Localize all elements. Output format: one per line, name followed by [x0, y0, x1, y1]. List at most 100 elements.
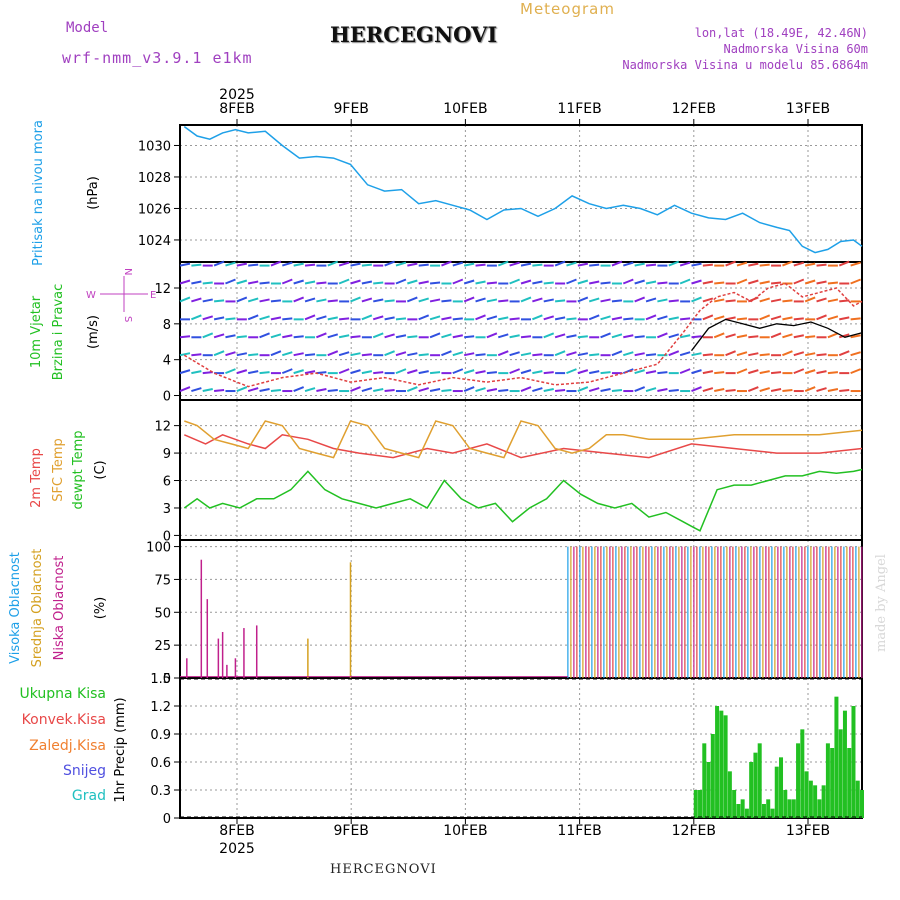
wind-arrow: [339, 317, 350, 321]
wind-arrow: [407, 335, 418, 339]
wind-arrow: [850, 351, 861, 357]
wind-arrow: [748, 352, 759, 357]
wind-arrow: [384, 350, 395, 357]
wind-arrow: [247, 387, 259, 392]
wind-arrow: [247, 314, 259, 321]
wind-arrow: [713, 315, 725, 321]
wind-arrow: [373, 281, 384, 285]
wind-arrow: [816, 280, 827, 285]
precip-bar: [727, 771, 732, 818]
wind-arrow: [714, 281, 725, 285]
wind-arrow: [350, 369, 361, 375]
wind-arrow: [236, 262, 248, 267]
wind-arrow: [577, 369, 589, 375]
wind-arrow: [418, 297, 429, 303]
wind-arrow: [838, 333, 850, 339]
wind-arrow: [827, 371, 838, 375]
wind-arrow: [793, 261, 805, 267]
wind-arrow: [475, 263, 486, 267]
wind-arrow: [645, 370, 657, 375]
wind-arrow: [679, 261, 691, 267]
wind-arrow: [645, 263, 657, 267]
wind-arrow: [600, 371, 611, 375]
wind-direction-line: [690, 318, 863, 352]
wind-arrow: [804, 262, 816, 267]
precip-bar: [740, 799, 745, 818]
wind-arrow: [361, 280, 373, 285]
wind-arrow: [748, 335, 759, 339]
y-tick-label: 8: [163, 318, 171, 333]
wind-arrow: [350, 386, 361, 392]
y-tick-label: 1.5: [150, 672, 171, 687]
precip-bar: [825, 743, 830, 818]
year-label-bottom: 2025: [219, 841, 255, 857]
x-day-label-bottom: 10FEB: [443, 823, 487, 839]
wind-arrow: [622, 278, 634, 285]
wind-arrow: [623, 317, 634, 321]
wind-arrow: [816, 387, 827, 392]
wind-arrow: [566, 334, 577, 339]
wind-arrow: [259, 281, 270, 285]
wind-arrow: [770, 315, 782, 321]
precip-ylabel: 1hr Precip (mm): [113, 697, 128, 802]
wind-arrow: [782, 389, 793, 393]
precip-bar: [702, 743, 707, 818]
precip-bar: [693, 790, 698, 818]
wind-arrow: [577, 386, 589, 392]
wind-arrow: [770, 281, 782, 285]
wind-arrow: [407, 352, 418, 357]
precip-bar: [779, 757, 784, 818]
wind-arrow: [554, 350, 566, 357]
temp-line-2: [183, 468, 863, 532]
wind-arrow: [679, 351, 691, 357]
precip-bar: [838, 729, 843, 818]
wind-arrow: [214, 299, 225, 303]
wind-arrow: [634, 335, 645, 339]
wind-arrow: [566, 317, 577, 321]
wind-arrow: [555, 389, 566, 393]
wind-arrow: [316, 332, 327, 339]
precip-bar: [761, 804, 766, 818]
high-cloud-label: Visoka Oblacnost: [8, 552, 23, 664]
precip-bar: [749, 762, 754, 818]
wind-arrow: [361, 387, 373, 392]
wind-arrow: [225, 278, 236, 285]
wind-arrow: [668, 389, 679, 393]
wind-arrow: [782, 350, 793, 357]
compass-e: E: [150, 290, 156, 301]
y-tick-label: 9: [163, 447, 171, 462]
wind-arrow: [452, 351, 464, 357]
wind-arrow: [589, 370, 600, 375]
wind-arrow: [304, 297, 316, 303]
wind-arrow: [588, 314, 600, 321]
wind-arrow: [657, 332, 668, 339]
wind-arrow: [634, 386, 646, 392]
wind-arrow: [429, 281, 441, 285]
wind-arrow: [520, 262, 532, 267]
wind-arrow: [600, 298, 611, 303]
wind-arrow: [554, 333, 566, 339]
precip-bar: [834, 696, 839, 818]
wind-arrow: [441, 299, 452, 303]
temp2m-label: 2m Temp: [29, 448, 44, 508]
wind-arrow: [747, 386, 759, 392]
wind-arrow: [225, 351, 236, 357]
wind-arrow: [543, 315, 555, 321]
wind-arrow: [179, 386, 191, 392]
wind-arrow: [702, 297, 714, 303]
wind-arrow: [247, 297, 259, 303]
precip-bar: [821, 785, 826, 818]
pressure-panel: 1024 1026 1028 1030: [138, 124, 863, 263]
wind-arrow: [463, 386, 475, 392]
wind-arrow: [645, 297, 657, 303]
precip-legend-2: Zaledj.Kisa: [29, 738, 106, 754]
wind-arrow: [691, 386, 702, 392]
wind-arrow: [395, 278, 407, 285]
wind-arrow: [611, 260, 623, 267]
y-tick-label: 0: [163, 812, 171, 827]
wind-arrow: [486, 371, 497, 375]
precip-bar: [710, 734, 715, 818]
wind-arrow: [418, 370, 429, 375]
wind-arrow: [338, 368, 350, 375]
wind-arrow: [486, 332, 498, 339]
